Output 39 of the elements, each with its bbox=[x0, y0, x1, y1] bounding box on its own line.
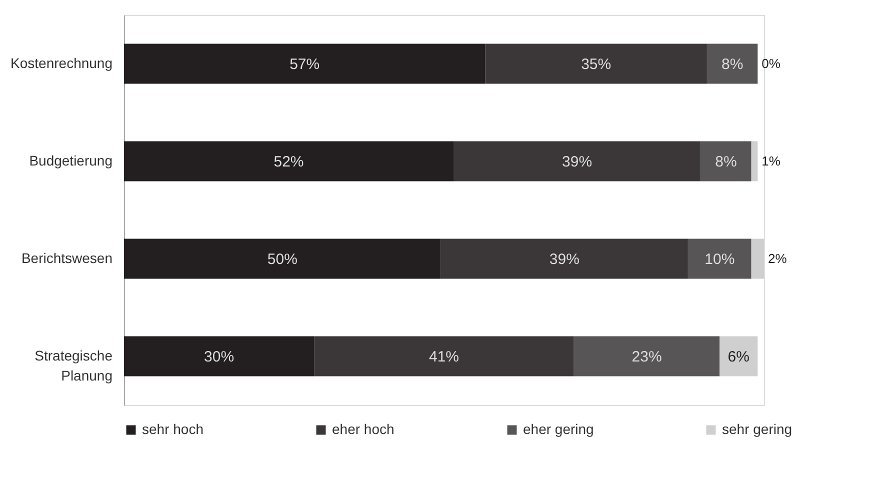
bar bbox=[124, 44, 486, 84]
bar bbox=[124, 141, 454, 182]
data-label: 30% bbox=[204, 348, 234, 366]
data-label: 10% bbox=[704, 250, 735, 268]
bar bbox=[700, 141, 752, 182]
data-label: 0% bbox=[762, 56, 781, 71]
data-label: 8% bbox=[715, 153, 737, 170]
legend-label: eher gering bbox=[523, 421, 594, 437]
y-tick-label: Strategische Planung bbox=[34, 347, 113, 384]
legend-label: eher hoch bbox=[332, 421, 394, 437]
data-label: 50% bbox=[267, 250, 298, 268]
data-label: 6% bbox=[728, 348, 750, 366]
bar bbox=[720, 336, 758, 376]
bar bbox=[454, 141, 701, 182]
legend-label: sehr gering bbox=[722, 421, 792, 437]
bar bbox=[751, 238, 764, 279]
legend-label: sehr hoch bbox=[142, 421, 204, 437]
data-label: 35% bbox=[581, 56, 612, 73]
data-label: 39% bbox=[549, 250, 580, 268]
bar bbox=[314, 336, 574, 376]
bar bbox=[485, 44, 707, 84]
y-tick-label: Kostenrechnung bbox=[10, 54, 112, 71]
bar bbox=[688, 238, 752, 279]
data-label: 1% bbox=[762, 153, 781, 168]
bar bbox=[574, 336, 720, 376]
bar bbox=[124, 238, 441, 279]
data-label: 2% bbox=[768, 250, 788, 266]
bar bbox=[751, 141, 758, 182]
data-label: 23% bbox=[632, 348, 662, 366]
bar bbox=[706, 44, 758, 84]
y-tick-label: Berichtswesen bbox=[21, 250, 112, 266]
data-label: 39% bbox=[562, 153, 592, 170]
data-label: 57% bbox=[290, 56, 320, 73]
bar bbox=[124, 336, 314, 376]
y-tick-label: Budgetierung bbox=[29, 152, 112, 168]
data-label: 52% bbox=[274, 153, 304, 170]
data-label: 8% bbox=[721, 56, 744, 73]
bar bbox=[440, 238, 688, 279]
data-label: 41% bbox=[428, 348, 460, 366]
